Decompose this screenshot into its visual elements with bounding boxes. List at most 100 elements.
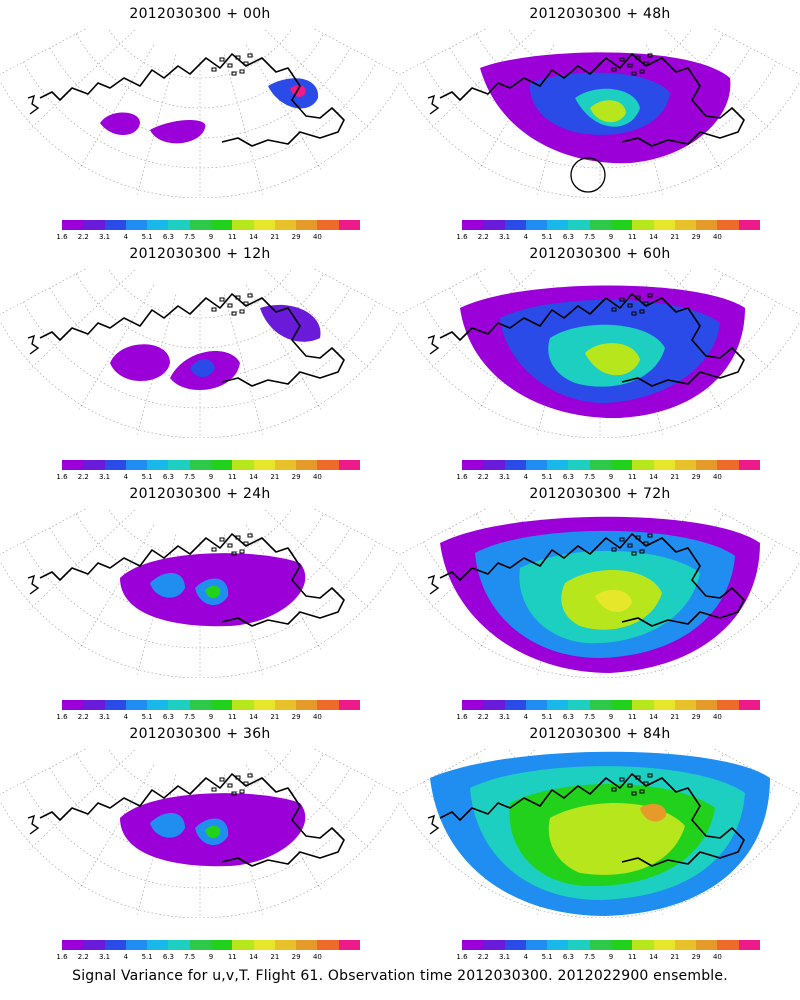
legend-tick-label: 29 [691,713,701,721]
legend-swatch [338,700,360,710]
legend-swatch [189,460,211,470]
island [611,307,617,312]
legend-tick-label: 4 [123,233,129,241]
polar-map [0,508,400,678]
island [243,541,249,546]
legend-tick-label: 7.5 [184,473,196,481]
legend-tick-label: 21 [270,713,280,721]
legend-swatch [589,700,611,710]
legend-tick-label: 21 [670,713,680,721]
legend-tick-label: 6.3 [162,233,174,241]
legend-ticks: 1.6 2.2 3.1 4 5.1 6.3 7.5 9 11 14 21 29 40 [456,233,760,243]
legend-swatch [125,940,148,950]
legend-tick-label: 29 [291,233,301,241]
legend-swatch [738,220,760,230]
west-island [427,94,440,115]
legend-swatch [253,700,275,710]
legend-tick-label: 5.1 [141,713,153,721]
island [211,787,217,792]
legend-tick-label: 29 [291,713,301,721]
legend-tick-label: 6.3 [162,953,174,961]
legend-swatch [104,460,126,470]
legend-tick-label: 7.5 [184,953,196,961]
legend-tick-label: 6.3 [162,713,174,721]
legend-tick-label: 29 [291,953,301,961]
legend-swatch [632,940,654,950]
legend-tick-label: 29 [691,233,701,241]
legend-tick-label: 1.6 [456,473,468,481]
legend-ticks: 1.6 2.2 3.1 4 5.1 6.3 7.5 9 11 14 21 29 40 [56,953,360,963]
legend-swatch [317,700,339,710]
island [643,301,649,306]
legend-swatch [296,220,318,230]
legend-tick-label: 3.1 [98,233,111,241]
island [247,773,253,778]
legend-tick-label: 4 [123,713,129,721]
island [611,67,617,72]
island [647,53,653,58]
observation-circle [570,157,606,193]
island [643,541,649,546]
island [235,295,241,300]
legend-swatch [232,700,254,710]
legend-tick-label: 7.5 [584,233,596,241]
legend-tick-label: 14 [649,713,659,721]
legend-tick-label: 1.6 [456,233,468,241]
island [239,69,245,74]
legend-swatch [674,700,697,710]
legend-swatch [504,700,526,710]
legend-swatch [674,220,697,230]
legend-ticks: 1.6 2.2 3.1 4 5.1 6.3 7.5 9 11 14 21 29 40 [56,473,360,483]
legend-tick-label: 5.1 [541,713,553,721]
island [231,791,237,796]
legend-swatch [338,940,360,950]
legend-swatch [83,220,105,230]
legend-swatch [483,220,505,230]
legend-swatch [525,460,548,470]
coastline [439,53,745,147]
legend-tick-label: 3.1 [98,713,111,721]
island [231,551,237,556]
island [235,535,241,540]
legend-tick-label: 11 [227,473,237,481]
west-island [427,574,440,595]
west-island [27,94,40,115]
island [227,543,233,548]
legend-tick-label: 6.3 [562,473,574,481]
panel-title: 2012030300 + 84h [529,726,671,742]
legend-swatch [717,220,739,230]
legend-swatch [717,940,739,950]
legend-swatch [125,460,148,470]
legend-swatch [653,220,675,230]
island [227,783,233,788]
legend-tick-label: 14 [649,473,659,481]
west-island [427,334,440,355]
island [611,787,617,792]
map-panel: 2012030300 + 12h 1.6 2.2 3.1 4 5.1 6.3 7.5 9 11 14… [0,240,400,485]
legend-swatch [274,940,297,950]
legend-swatch [253,460,275,470]
legend-swatch [189,220,211,230]
legend-swatch [232,940,254,950]
legend-swatch [189,940,211,950]
legend-swatch [83,460,105,470]
island [211,67,217,72]
legend-swatch [696,460,718,470]
legend-swatch [296,700,318,710]
legend-swatch [717,460,739,470]
legend-tick-label: 11 [627,473,637,481]
legend-tick-label: 40 [312,713,322,721]
island [635,535,641,540]
panel-title: 2012030300 + 60h [529,246,671,262]
legend-tick-label: 9 [608,953,614,961]
legend-tick-label: 14 [249,473,259,481]
legend-swatch [317,940,339,950]
legend-tick-label: 3.1 [498,953,511,961]
panel-title: 2012030300 + 24h [129,486,271,502]
legend-tick-label: 21 [270,233,280,241]
legend-swatch [547,220,569,230]
legend-tick-label: 3.1 [498,713,511,721]
legend-swatch [674,940,697,950]
island [647,773,653,778]
island [635,775,641,780]
